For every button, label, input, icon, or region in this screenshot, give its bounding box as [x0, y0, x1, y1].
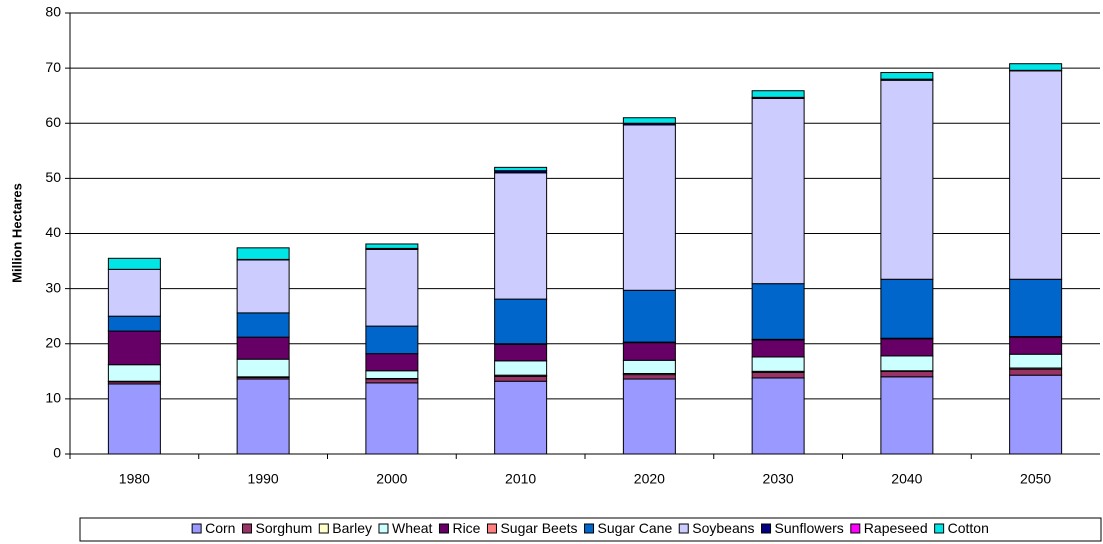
legend-label: Cotton — [948, 520, 989, 536]
bar-segment — [880, 79, 934, 280]
bar-segment — [1009, 278, 1063, 338]
y-tick-label: 80 — [45, 4, 61, 20]
bar-segment — [365, 325, 419, 355]
legend-label: Sugar Beets — [500, 520, 577, 536]
bar-segment — [494, 343, 548, 362]
bar-segment — [880, 355, 934, 372]
legend-label: Rice — [452, 520, 480, 536]
legend-swatch — [850, 523, 861, 534]
y-tick-label: 20 — [45, 334, 61, 350]
bar-segment — [751, 356, 805, 372]
y-tick-label: 0 — [53, 445, 61, 461]
x-tick-label: 2050 — [1020, 471, 1051, 487]
y-tick-label: 30 — [45, 279, 61, 295]
legend-swatch — [584, 523, 595, 534]
bar-segment — [494, 166, 548, 172]
bar-segment — [622, 342, 676, 361]
y-axis-label: Million Hectares — [9, 183, 24, 283]
bar-segment — [1009, 374, 1063, 455]
y-tick-label: 70 — [45, 59, 61, 75]
bar-segment — [751, 377, 805, 455]
bar-segment — [365, 382, 419, 455]
legend-label: Soybeans — [692, 520, 754, 536]
bar-segment — [880, 376, 934, 455]
x-tick-label: 2010 — [505, 471, 536, 487]
bar-segment — [107, 268, 161, 317]
bar-segment — [880, 72, 934, 80]
bar-segment — [494, 380, 548, 455]
bar-segment — [236, 336, 290, 360]
bar-segment — [1009, 336, 1063, 355]
bar-segment — [107, 330, 161, 366]
bar-segment — [1009, 70, 1063, 280]
x-tick-label: 2040 — [891, 471, 922, 487]
bar-segment — [107, 257, 161, 270]
bar-segment — [107, 383, 161, 455]
legend-swatch — [761, 523, 772, 534]
legend-swatch — [678, 523, 689, 534]
bar-segment — [1009, 353, 1063, 369]
bar-segment — [751, 371, 805, 379]
bar-segment — [494, 360, 548, 376]
legend-swatch — [934, 523, 945, 534]
legend-label: Barley — [332, 520, 372, 536]
x-tick-label: 1980 — [119, 471, 150, 487]
bar-segment — [236, 259, 290, 314]
bar-segment — [622, 117, 676, 124]
legend-swatch — [191, 523, 202, 534]
bar-segment — [751, 283, 805, 340]
bar-segment — [1009, 368, 1063, 376]
legend-swatch — [486, 523, 497, 534]
bar-segment — [107, 315, 161, 332]
bar-segment — [494, 375, 548, 382]
bar-segment — [365, 248, 419, 327]
x-tick-label: 2030 — [763, 471, 794, 487]
x-tick-label: 1990 — [248, 471, 279, 487]
bar-segment — [494, 172, 548, 300]
bar-segment — [365, 353, 419, 372]
bar-segment — [622, 124, 676, 291]
y-tick-label: 40 — [45, 224, 61, 240]
x-tick-label: 2000 — [376, 471, 407, 487]
bar-segment — [622, 378, 676, 455]
y-tick-label: 10 — [45, 390, 61, 406]
legend-label: Wheat — [392, 520, 433, 536]
legend-swatch — [378, 523, 389, 534]
legend-swatch — [318, 523, 329, 534]
legend-swatch — [438, 523, 449, 534]
y-tick-label: 50 — [45, 169, 61, 185]
x-tick-label: 2020 — [634, 471, 665, 487]
bar-segment — [751, 90, 805, 98]
legend-label: Sunflowers — [775, 520, 844, 536]
bar-segment — [494, 298, 548, 345]
bar-segment — [236, 247, 290, 260]
bar-segment — [880, 278, 934, 339]
bar-segment — [236, 358, 290, 378]
bar-segment — [880, 338, 934, 357]
legend-label: Sugar Cane — [598, 520, 673, 536]
bar-segment — [622, 374, 676, 380]
legend-swatch — [241, 523, 252, 534]
bar-segment — [622, 359, 676, 375]
bar-segment — [880, 370, 934, 378]
y-tick-label: 60 — [45, 114, 61, 130]
legend-label: Rapeseed — [864, 520, 928, 536]
bar-segment — [365, 370, 419, 379]
bar-segment — [751, 97, 805, 285]
bar-segment — [1009, 63, 1063, 71]
legend-label: Sorghum — [255, 520, 312, 536]
bar-segment — [622, 289, 676, 343]
bar-segment — [236, 312, 290, 338]
legend-label: Corn — [205, 520, 235, 536]
bar-segment — [107, 364, 161, 382]
bar-segment — [365, 378, 419, 384]
bar-segment — [751, 339, 805, 358]
bar-segment — [236, 378, 290, 455]
bar-segment — [365, 243, 419, 249]
